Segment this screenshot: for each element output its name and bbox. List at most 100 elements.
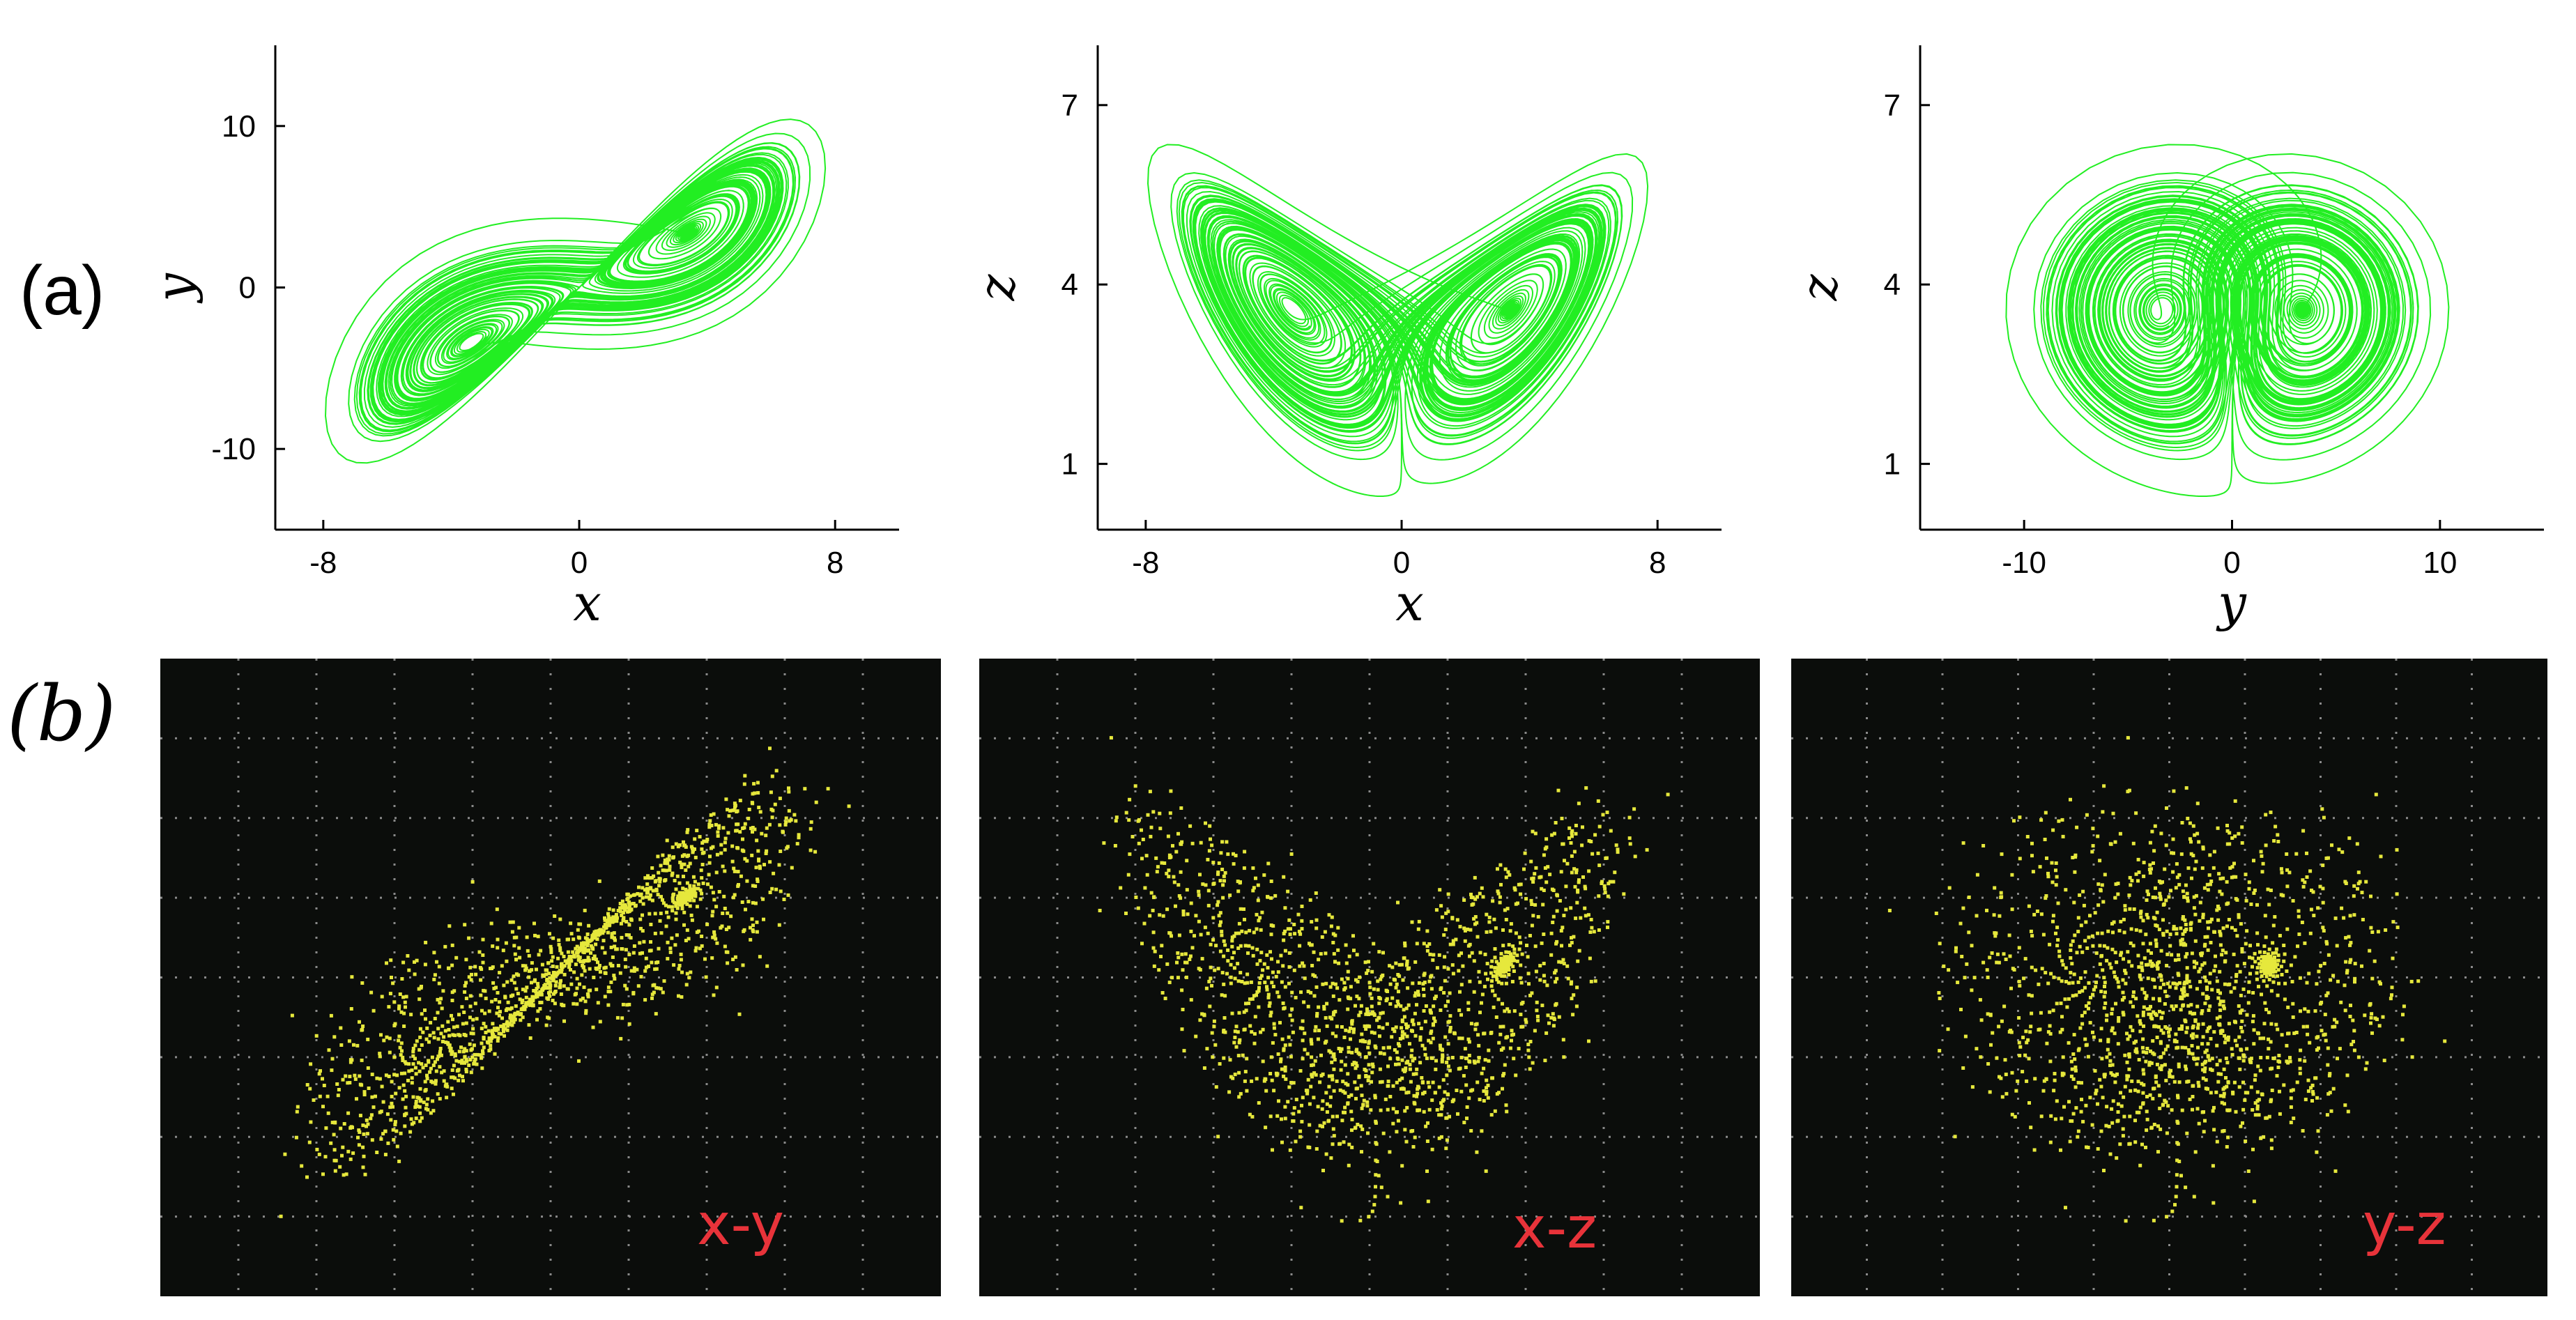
scope-dot — [2197, 1084, 2201, 1088]
scope-dot — [525, 935, 529, 939]
scope-dot — [496, 1036, 500, 1040]
scope-dot — [2187, 979, 2191, 983]
scope-dot — [1177, 933, 1181, 937]
scope-dot — [2163, 1063, 2167, 1067]
scope-dot — [1238, 1038, 1242, 1042]
scope-dot — [693, 949, 698, 953]
scope-dot — [1379, 974, 1383, 979]
scope-dot — [294, 1135, 298, 1139]
scope-dot — [363, 1172, 367, 1176]
scope-dot — [682, 910, 687, 914]
scope-dot — [2234, 875, 2238, 879]
scope-dot — [545, 979, 549, 983]
scope-dot — [1570, 831, 1574, 835]
scope-dot — [1352, 1027, 1356, 1031]
scope-dot — [2084, 920, 2088, 924]
scope-dot — [2085, 813, 2089, 817]
scope-dot — [1569, 906, 1573, 910]
scope-dot — [2144, 933, 2148, 937]
scope-dot — [1531, 880, 1535, 884]
scope-dot — [337, 1088, 341, 1091]
scope-dot — [2267, 1011, 2271, 1015]
scope-dot — [2209, 1037, 2213, 1041]
scope-dot — [2199, 952, 2203, 956]
scope-dot — [438, 1065, 442, 1069]
scope-dot — [2157, 997, 2161, 1001]
scope-dot — [1990, 951, 1994, 955]
scope-dot — [2197, 840, 2201, 844]
scope-dot — [593, 935, 597, 939]
scope-dot — [2225, 1061, 2230, 1065]
scope-dot — [1314, 985, 1319, 989]
scope-dot — [1204, 986, 1209, 990]
scope-dot — [2207, 1008, 2211, 1012]
scope-dot — [490, 967, 493, 970]
scope-dot — [1404, 1091, 1409, 1095]
scope-dot — [2017, 1041, 2021, 1045]
scope-dot — [1370, 996, 1374, 1000]
scope-dot — [442, 1069, 446, 1073]
scope-dot — [695, 905, 699, 909]
scope-dot — [1319, 1073, 1324, 1077]
scope-dot — [572, 953, 576, 958]
scope-dot — [1158, 913, 1162, 917]
scope-dot — [2177, 1160, 2182, 1163]
scope-dot — [2073, 870, 2077, 874]
scope-dot — [1201, 882, 1205, 887]
scope-dot — [730, 808, 735, 813]
scope-dot — [2263, 914, 2267, 918]
scope-dot — [2164, 1100, 2168, 1104]
scope-dot — [1406, 967, 1410, 971]
scope-dot — [460, 1059, 464, 1063]
scope-dot — [1316, 1037, 1320, 1041]
scope-dot — [586, 941, 590, 945]
scope-dot — [2264, 1008, 2269, 1011]
scope-dot — [1519, 981, 1524, 985]
scope-dot — [459, 1045, 463, 1050]
scope-dot — [746, 900, 751, 904]
scope-dot — [2043, 838, 2047, 841]
scope-dot — [392, 1137, 396, 1142]
scope-dot — [450, 1050, 454, 1054]
scope-dot — [762, 917, 765, 921]
scope-dot — [2149, 1061, 2154, 1066]
scope-dot — [1549, 1015, 1554, 1020]
scope-dot — [2054, 931, 2057, 935]
scope-dot — [650, 960, 654, 965]
scope-dot — [560, 965, 565, 969]
scope-dot — [1425, 949, 1429, 953]
scope-dot — [653, 931, 657, 935]
scope-dot — [1335, 1114, 1339, 1119]
scope-dot — [2076, 1048, 2080, 1052]
scope-dot — [1353, 1126, 1357, 1130]
scope-dot — [758, 955, 762, 959]
scope-dot — [2287, 1031, 2291, 1036]
scope-dot — [2358, 880, 2362, 884]
scope-dot — [1292, 1106, 1296, 1110]
scope-dot — [1292, 923, 1296, 926]
scope-dot — [535, 1018, 539, 1022]
scope-dot — [2251, 1108, 2255, 1112]
scope-dot — [645, 882, 650, 887]
scope-dot — [1454, 937, 1458, 942]
scope-dot — [2018, 983, 2022, 988]
scope-dot — [2226, 1080, 2230, 1084]
scope-dot — [1565, 964, 1570, 968]
scope-dot — [1255, 962, 1259, 966]
scope-dot — [581, 942, 585, 946]
scope-dot — [2210, 1068, 2214, 1073]
scope-dot — [365, 1132, 369, 1136]
scope-dot — [1358, 1039, 1363, 1043]
scope-dot — [1445, 1116, 1449, 1120]
scope-dot — [2032, 912, 2037, 916]
scope-dot — [2288, 1059, 2292, 1064]
scope-dot — [590, 934, 595, 938]
scope-dot — [1288, 1148, 1292, 1152]
scope-dot — [1165, 871, 1169, 875]
scope-dot — [577, 1059, 581, 1063]
scope-dot — [1499, 1048, 1503, 1052]
scope-dot — [1503, 908, 1507, 912]
scope-dot — [740, 848, 744, 852]
scope-dot — [2327, 1073, 2331, 1077]
scope-dot — [652, 990, 656, 995]
